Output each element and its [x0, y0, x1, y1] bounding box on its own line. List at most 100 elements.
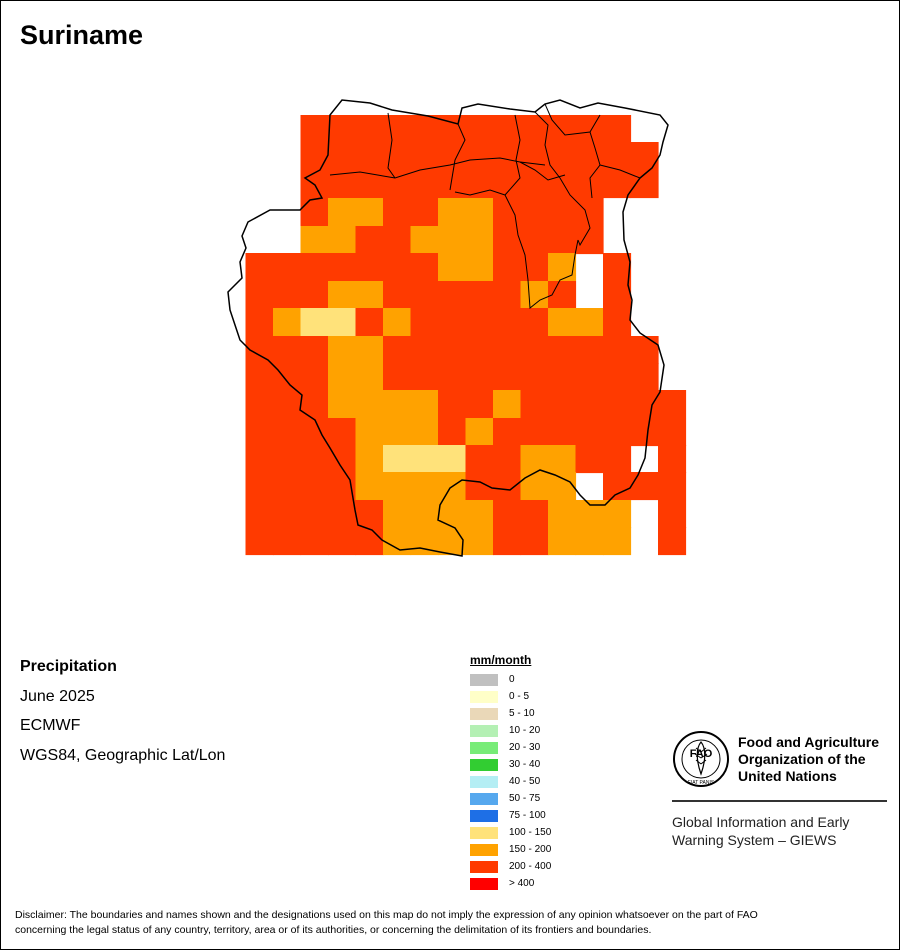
precip-cell — [630, 472, 659, 501]
precip-cell — [410, 336, 439, 365]
precip-cell — [328, 281, 357, 310]
precip-cell — [328, 115, 357, 144]
legend-label: 50 - 75 — [509, 793, 541, 804]
precip-cell — [355, 142, 384, 171]
precip-cell — [465, 527, 494, 556]
legend-swatch — [470, 809, 498, 822]
precip-cell — [410, 226, 439, 255]
precip-cell — [465, 308, 494, 337]
precip-cell — [493, 472, 522, 501]
precip-cell — [493, 115, 522, 144]
precip-cell — [300, 336, 329, 365]
disclaimer-line2: concerning the legal status of any count… — [15, 924, 652, 936]
variable-label: Precipitation — [20, 658, 117, 675]
precip-cell — [575, 363, 604, 392]
precip-cell — [575, 198, 604, 227]
precip-cell — [410, 198, 439, 227]
legend-label: 100 - 150 — [509, 827, 552, 838]
precip-cell — [273, 472, 302, 501]
precip-cell — [410, 390, 439, 419]
precip-cell — [273, 308, 302, 337]
precip-cell — [575, 115, 604, 144]
precip-cell — [410, 170, 439, 199]
precip-cell — [520, 445, 549, 474]
precip-cell — [273, 253, 302, 282]
legend-row: 200 - 400 — [470, 858, 551, 875]
precip-cell — [383, 281, 412, 310]
fao-name-line1: Food and Agriculture — [738, 734, 880, 750]
precip-cell — [438, 308, 467, 337]
precip-cell — [410, 142, 439, 171]
precip-cell — [328, 363, 357, 392]
precip-cell — [245, 418, 274, 447]
legend-swatch — [470, 741, 498, 754]
precip-cell — [355, 281, 384, 310]
precip-cell — [465, 253, 494, 282]
precip-cell — [520, 308, 549, 337]
precip-cell — [245, 390, 274, 419]
legend-row: > 400 — [470, 875, 551, 892]
precip-cell — [548, 226, 577, 255]
disclaimer: Disclaimer: The boundaries and names sho… — [15, 908, 885, 938]
precip-cell — [603, 418, 632, 447]
precip-cell — [328, 198, 357, 227]
precip-cell — [410, 500, 439, 529]
precip-cell — [630, 418, 659, 447]
precip-cell — [630, 363, 659, 392]
precip-cell — [438, 445, 467, 474]
projection-label: WGS84, Geographic Lat/Lon — [20, 746, 226, 764]
precip-cell — [383, 472, 412, 501]
precip-cell — [520, 170, 549, 199]
precip-cell — [493, 363, 522, 392]
precip-cell — [410, 363, 439, 392]
legend-label: 40 - 50 — [509, 776, 541, 787]
precip-cell — [273, 527, 302, 556]
disclaimer-line1: Disclaimer: The boundaries and names sho… — [15, 909, 758, 921]
precip-cell — [465, 363, 494, 392]
legend-row: 20 - 30 — [470, 739, 551, 756]
precip-cell — [603, 500, 632, 529]
precip-cell — [383, 115, 412, 144]
precip-cell — [465, 500, 494, 529]
district-boundaries — [329, 103, 641, 309]
giews-name: Global Information and Early Warning Sys… — [672, 813, 900, 849]
precip-cell — [245, 308, 274, 337]
precip-cell — [410, 253, 439, 282]
precip-cell — [300, 253, 329, 282]
giews-line1: Global Information and Early — [672, 814, 850, 830]
precip-cell — [520, 226, 549, 255]
precip-cell — [630, 336, 659, 365]
precip-cell — [355, 363, 384, 392]
period-label: June 2025 — [20, 687, 95, 705]
map-info: Precipitation June 2025 ECMWF WGS84, Geo… — [20, 656, 225, 774]
precip-cell — [575, 142, 604, 171]
precip-cell — [383, 226, 412, 255]
map-title: Suriname — [20, 20, 144, 50]
precip-cell — [245, 281, 274, 310]
precip-cell — [658, 472, 687, 501]
precip-cell — [548, 527, 577, 556]
precip-cell — [355, 198, 384, 227]
fao-name: Food and Agriculture Organization of the… — [738, 734, 898, 785]
precip-cell — [493, 198, 522, 227]
precip-cell — [300, 472, 329, 501]
precip-cell — [465, 198, 494, 227]
precip-cell — [465, 418, 494, 447]
precip-cell — [300, 226, 329, 255]
precip-cell — [245, 253, 274, 282]
precip-cell — [493, 336, 522, 365]
precip-cell — [630, 142, 659, 171]
precip-cell — [465, 445, 494, 474]
precip-cell — [438, 198, 467, 227]
legend-row: 50 - 75 — [470, 790, 551, 807]
precip-cell — [493, 390, 522, 419]
legend-swatch — [470, 690, 498, 703]
precip-cell — [465, 142, 494, 171]
precip-cell — [355, 500, 384, 529]
precip-cell — [300, 445, 329, 474]
precip-cell — [658, 390, 687, 419]
precip-cell — [300, 527, 329, 556]
legend-row: 0 — [470, 671, 551, 688]
precip-cell — [383, 308, 412, 337]
precip-cell — [273, 281, 302, 310]
